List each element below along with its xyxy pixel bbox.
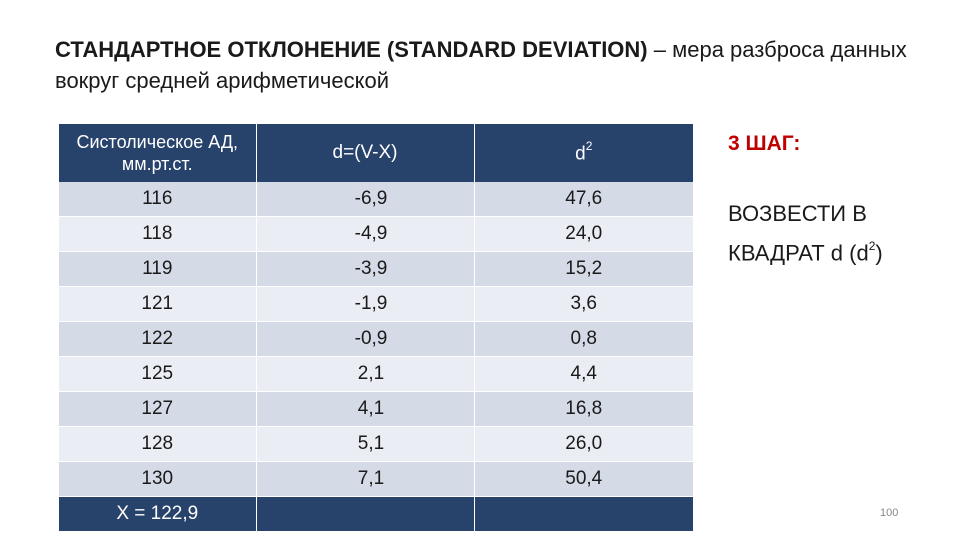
- table-row: 116 -6,9 47,6: [59, 182, 693, 217]
- header-d-exponent: 2: [585, 138, 593, 153]
- cell-systolic-bp: 125: [59, 356, 257, 392]
- header-deviation-squared: d2: [474, 124, 693, 182]
- slide-heading: СТАНДАРТНОЕ ОТКЛОНЕНИЕ (STANDARD DEVIATI…: [55, 34, 935, 96]
- cell-deviation: 7,1: [256, 461, 475, 497]
- cell-deviation-squared: 15,2: [474, 251, 693, 287]
- cell-systolic-bp: 119: [59, 251, 257, 287]
- cell-systolic-bp: 116: [59, 182, 257, 217]
- cell-systolic-bp: 118: [59, 216, 257, 252]
- cell-systolic-bp: 128: [59, 426, 257, 462]
- cell-deviation-squared: 4,4: [474, 356, 693, 392]
- table-footer-row: X = 122,9: [59, 496, 693, 531]
- step-instruction-exponent: 2: [868, 239, 876, 253]
- table-row: 122 -0,9 0,8: [59, 321, 693, 357]
- cell-deviation-squared: 0,8: [474, 321, 693, 357]
- table-row: 119 -3,9 15,2: [59, 251, 693, 287]
- table-body: 116 -6,9 47,6 118 -4,9 24,0 119 -3,9 15,2 121 -1,9…: [59, 182, 693, 497]
- table-row: 121 -1,9 3,6: [59, 286, 693, 322]
- deviation-table: Систолическое АД, мм.рт.ст. d=(V-X) d2 1…: [59, 124, 693, 531]
- cell-deviation: -4,9: [256, 216, 475, 252]
- footer-empty-cell-3: [474, 496, 693, 531]
- cell-deviation: -6,9: [256, 182, 475, 217]
- heading-bold-term: СТАНДАРТНОЕ ОТКЛОНЕНИЕ (STANDARD DEVIATI…: [55, 37, 648, 62]
- cell-systolic-bp: 122: [59, 321, 257, 357]
- header-deviation: d=(V-X): [256, 124, 475, 182]
- heading-definition: – мера разброса данных вокруг средней ар…: [55, 37, 907, 93]
- cell-deviation-squared: 26,0: [474, 426, 693, 462]
- cell-deviation: -1,9: [256, 286, 475, 322]
- step-title: 3 ШАГ:: [728, 132, 801, 155]
- table-row: 118 -4,9 24,0: [59, 216, 693, 252]
- cell-deviation: 2,1: [256, 356, 475, 392]
- table-row: 128 5,1 26,0: [59, 426, 693, 462]
- step-instruction-close: ): [875, 240, 883, 266]
- cell-deviation-squared: 50,4: [474, 461, 693, 497]
- mean-value: X = 122,9: [59, 496, 257, 531]
- cell-deviation: -3,9: [256, 251, 475, 287]
- cell-systolic-bp: 130: [59, 461, 257, 497]
- cell-deviation-squared: 24,0: [474, 216, 693, 252]
- footer-empty-cell-2: [256, 496, 475, 531]
- cell-systolic-bp: 127: [59, 391, 257, 427]
- table-row: 127 4,1 16,8: [59, 391, 693, 427]
- cell-deviation: -0,9: [256, 321, 475, 357]
- cell-deviation-squared: 3,6: [474, 286, 693, 322]
- cell-deviation-squared: 47,6: [474, 182, 693, 217]
- page-number: 100: [880, 507, 899, 519]
- table-row: 125 2,1 4,4: [59, 356, 693, 392]
- cell-systolic-bp: 121: [59, 286, 257, 322]
- step-instruction-main: ВОЗВЕСТИ В КВАДРАТ d (d: [728, 201, 869, 266]
- header-d-base: d: [575, 143, 586, 165]
- header-systolic-bp: Систолическое АД, мм.рт.ст.: [59, 124, 257, 182]
- cell-deviation: 4,1: [256, 391, 475, 427]
- table-header-row: Систолическое АД, мм.рт.ст. d=(V-X) d2: [59, 124, 693, 182]
- cell-deviation: 5,1: [256, 426, 475, 462]
- step-instruction: ВОЗВЕСТИ В КВАДРАТ d (d2): [728, 197, 928, 270]
- cell-deviation-squared: 16,8: [474, 391, 693, 427]
- table-row: 130 7,1 50,4: [59, 461, 693, 497]
